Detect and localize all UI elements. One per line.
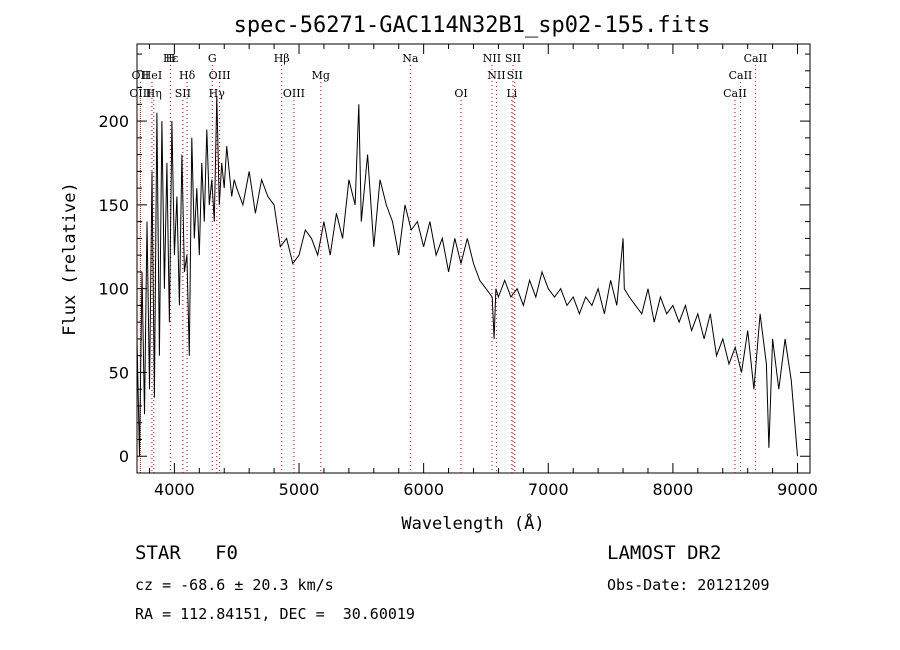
flux-line-0 [136,95,798,457]
x-tick-label-1: 5000 [279,480,320,499]
y-tick-label-4: 200 [98,112,129,131]
line-marker-label-8: OII [132,69,150,82]
line-marker-label-4: Na [402,52,419,65]
line-marker-label-7: CaII [744,52,768,65]
redshift-readout: cz = -68.6 ± 20.3 km/s [135,576,334,594]
line-marker-label-13: NII [487,69,505,82]
line-marker-label-22: Li [506,87,517,100]
y-tick-label-2: 100 [98,280,129,299]
line-marker-label-21: OI [454,87,467,100]
x-tick-label-2: 6000 [403,480,444,499]
y-tick-label-0: 0 [119,447,129,466]
line-marker-label-17: Hγ [209,87,226,100]
x-tick-label-0: 4000 [154,480,195,499]
line-marker-label-1: H [166,52,176,65]
obs-date: Obs-Date: 20121209 [607,576,770,594]
line-marker-label-23: CaII [723,87,747,100]
line-marker-label-19: SII [175,87,191,100]
line-marker-label-5: NII [483,52,501,65]
object-class: STAR F0 [135,542,238,564]
line-marker-label-15: CaII [729,69,753,82]
line-marker-label-2: G [208,52,217,65]
line-marker-label-3: Hβ [274,52,290,65]
line-marker-label-12: Mg [312,69,330,82]
chart-title: spec-56271-GAC114N32B1_sp02-155.fits [234,13,711,38]
line-marker-label-20: OIII [283,87,305,100]
coordinates: RA = 112.84151, DEC = 30.60019 [135,605,415,623]
subclass-label: F0 [215,542,238,564]
line-marker-label-0: Hε [163,52,179,65]
line-marker-label-11: OIII [209,69,231,82]
x-tick-label-3: 7000 [528,480,569,499]
flux-series [136,95,798,457]
y-axis-label: Flux (relative) [60,182,80,336]
line-marker-label-14: SII [507,69,523,82]
line-marker-label-9: HeI [142,69,162,82]
line-marker-label-18: Hη [146,87,162,100]
survey-label: LAMOST DR2 [607,542,722,564]
x-axis-label: Wavelength (Å) [401,512,544,534]
plot-frame [136,43,811,474]
y-tick-label-1: 50 [109,363,129,382]
line-marker-label-6: SII [505,52,521,65]
x-tick-label-4: 8000 [653,480,694,499]
line-marker-label-16: OIII [129,87,151,100]
class-label: STAR [135,542,181,564]
line-marker-label-10: Hδ [179,69,196,82]
y-tick-label-3: 150 [98,196,129,215]
x-tick-label-5: 9000 [777,480,818,499]
axis-ticks: 4000 5000 6000 7000 8000 9000 0 50 100 150 200 [98,44,818,499]
